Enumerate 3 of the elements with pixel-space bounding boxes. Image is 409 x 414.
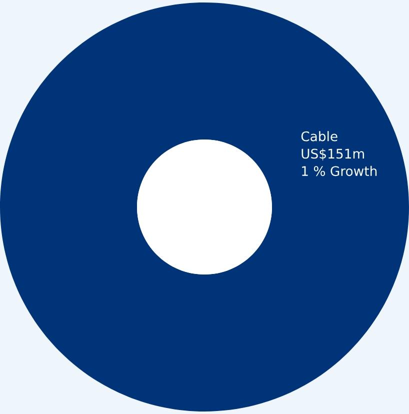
slice-label: Cable <box>301 131 338 142</box>
data-label: US$151m <box>302 148 364 160</box>
text: 1 % Growth <box>302 166 377 176</box>
